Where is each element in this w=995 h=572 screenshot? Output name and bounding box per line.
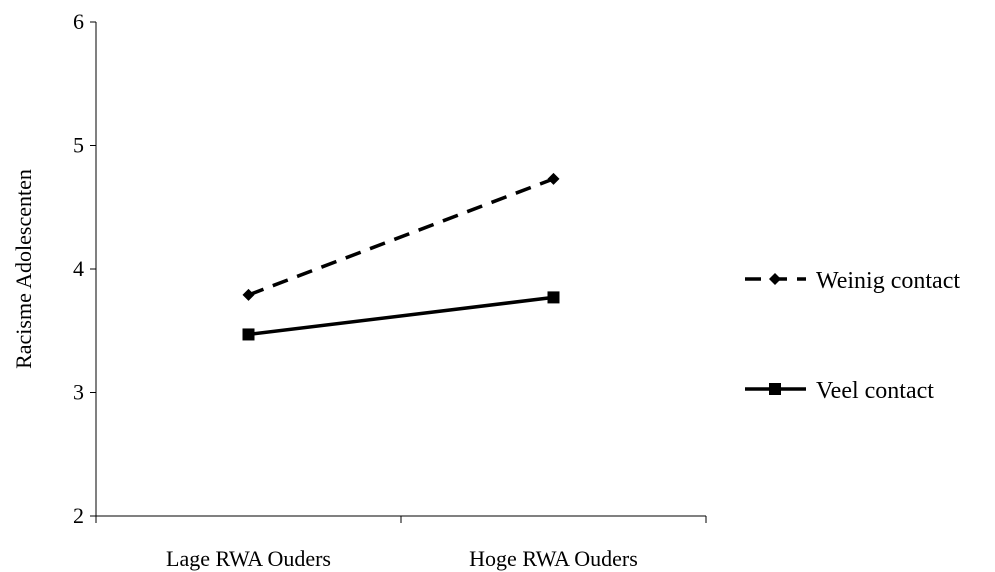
x-category-label: Hoge RWA Ouders: [469, 546, 638, 571]
x-ticks: Lage RWA Ouders Hoge RWA Ouders: [95, 516, 707, 571]
legend-label: Veel contact: [816, 378, 934, 404]
y-ticks: 2 3 4 5 6: [73, 9, 96, 528]
series-1: [242, 291, 560, 341]
y-tick-label: 6: [73, 9, 84, 34]
legend: Weinig contact Veel contact: [745, 268, 960, 404]
data-point: [547, 291, 560, 304]
legend-marker-swatch: [769, 383, 781, 395]
y-tick-label: 5: [73, 133, 84, 158]
data-point: [242, 288, 255, 301]
axes: [95, 22, 706, 517]
series-line: [247, 177, 555, 297]
legend-item-0: Weinig contact: [745, 268, 960, 294]
data-point: [547, 172, 560, 185]
y-axis-title: Racisme Adolescenten: [11, 169, 36, 369]
series-0: [242, 172, 560, 301]
series-layer: [242, 172, 560, 341]
legend-label: Weinig contact: [816, 268, 960, 294]
x-category-label: Lage RWA Ouders: [166, 546, 331, 571]
y-tick-label: 3: [73, 380, 84, 405]
series-line: [248, 295, 554, 337]
data-point: [242, 328, 255, 341]
y-tick-label: 2: [73, 503, 84, 528]
legend-item-1: Veel contact: [745, 378, 934, 404]
legend-marker-swatch: [769, 273, 781, 285]
y-tick-label: 4: [73, 256, 84, 281]
